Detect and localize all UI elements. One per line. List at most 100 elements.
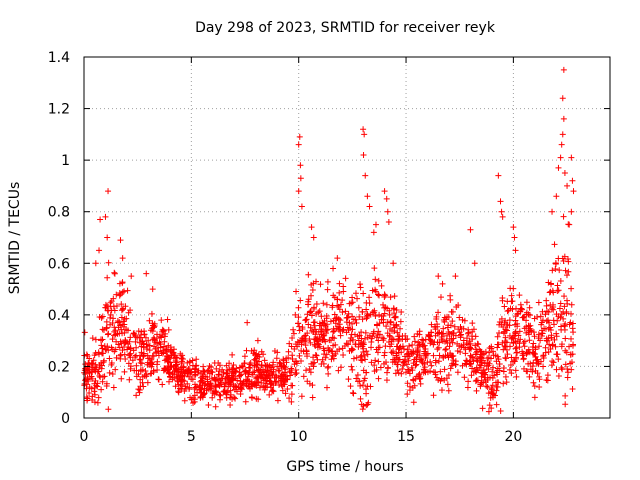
data-point [443,332,450,339]
data-point [372,357,379,364]
data-point [229,351,236,358]
data-point [253,395,260,402]
data-point [131,367,138,374]
data-point [123,315,130,322]
data-point [488,405,495,412]
data-point [241,360,248,367]
data-point [544,377,551,384]
data-point [86,368,93,375]
data-point [355,304,362,311]
data-point [149,328,156,335]
data-point [298,337,305,344]
data-point [494,353,501,360]
data-point [275,367,282,374]
data-point [355,337,362,344]
data-point [159,327,166,334]
data-point [146,317,153,324]
data-point [246,364,253,371]
data-point [329,302,336,309]
data-point [202,380,209,387]
data-point [416,341,423,348]
data-point [308,281,315,288]
data-point [562,401,569,408]
data-point [518,305,525,312]
data-point [530,359,537,366]
data-point [508,370,515,377]
data-point [336,346,343,353]
data-point [163,346,170,353]
data-point [118,301,125,308]
axis-ticks: 0 5 10 15 20 0 0.2 0.4 0.6 0.8 1 1.2 1.4 [48,50,610,445]
data-point [536,373,543,380]
data-point [495,172,502,179]
data-point [216,396,223,403]
data-point [394,367,401,374]
data-point [461,374,468,381]
data-point [439,280,446,287]
x-tick-label: 20 [504,429,522,445]
data-point [570,188,577,195]
data-point [305,296,312,303]
data-point [363,369,370,376]
data-point [497,198,504,205]
data-point [561,170,568,177]
data-point [361,335,368,342]
data-point [310,304,317,311]
data-point [244,319,251,326]
data-point [510,340,517,347]
data-point [460,325,467,332]
chart-title: Day 298 of 2023, SRMTID for receiver rey… [195,20,496,36]
data-point [484,384,491,391]
data-point [258,379,265,386]
data-point [289,356,296,363]
data-point [309,394,316,401]
data-point [186,366,193,373]
data-point [293,369,300,376]
data-point [99,313,106,320]
data-point [133,392,140,399]
data-point [118,307,125,314]
data-point [529,368,536,375]
data-point [154,366,161,373]
data-point [556,267,563,274]
data-point [464,384,471,391]
data-point [296,133,303,140]
data-point [381,188,388,195]
data-point [254,361,261,368]
data-point [516,292,523,299]
data-point [514,320,521,327]
data-point [398,370,405,377]
data-point [441,366,448,373]
data-point [443,375,450,382]
data-point [178,354,185,361]
data-point [517,308,524,315]
data-point [363,390,370,397]
data-point [100,373,107,380]
data-point [428,321,435,328]
data-point [558,364,565,371]
data-point [126,376,133,383]
data-point [308,360,315,367]
data-point [500,368,507,375]
data-point [342,308,349,315]
data-point [260,351,267,358]
data-point [111,324,118,331]
data-point [447,365,454,372]
data-point [523,317,530,324]
data-point [543,376,550,383]
data-point [418,356,425,363]
data-point [274,363,281,370]
data-point [375,358,382,365]
data-point [385,338,392,345]
data-point [354,295,361,302]
data-point [569,342,576,349]
data-point [375,328,382,335]
data-point [463,361,470,368]
data-point [266,377,273,384]
data-point [313,352,320,359]
data-point [568,208,575,215]
data-point [525,346,532,353]
data-point [528,327,535,334]
data-point [181,397,188,404]
data-point [315,309,322,316]
